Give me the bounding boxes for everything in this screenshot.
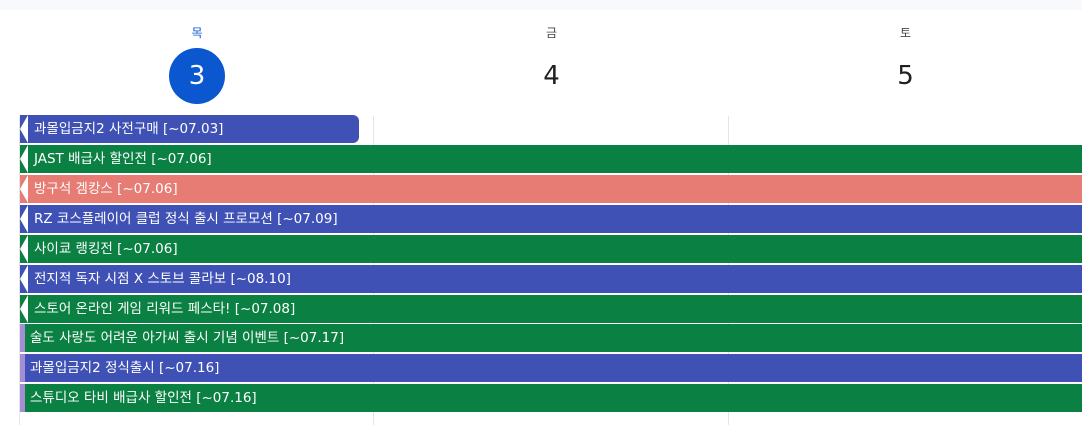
event-title: 과몰입금지2 정식출시 [~07.16] — [30, 360, 220, 376]
day-column-header-sat: 토 5 — [729, 10, 1082, 425]
event-chip[interactable]: RZ 코스플레이어 클럽 정식 출시 프로모션 [~07.09] — [20, 205, 1082, 233]
event-chip[interactable]: 스튜디오 타비 배급사 할인전 [~07.16] — [20, 384, 1082, 412]
day-of-week-label: 목 — [191, 26, 203, 40]
event-title: 스튜디오 타비 배급사 할인전 [~07.16] — [30, 390, 257, 406]
event-title: 전지적 독자 시점 X 스토브 콜라보 [~08.10] — [34, 271, 291, 287]
event-chip[interactable]: 방구석 겜캉스 [~07.06] — [20, 175, 1082, 203]
event-title: 과몰입금지2 사전구매 [~07.03] — [34, 121, 224, 137]
event-chip[interactable]: 술도 사랑도 어려운 아가씨 출시 기념 이벤트 [~07.17] — [20, 324, 1082, 352]
day-of-week-label: 토 — [899, 26, 912, 40]
date-number[interactable]: 5 — [897, 61, 914, 91]
date-number[interactable]: 4 — [543, 61, 560, 91]
event-title: 사이쿄 랭킹전 [~07.06] — [34, 241, 178, 257]
event-title: RZ 코스플레이어 클럽 정식 출시 프로모션 [~07.09] — [34, 211, 338, 227]
date-number-today[interactable]: 3 — [169, 48, 225, 104]
day-of-week-label: 금 — [545, 26, 558, 40]
event-chip[interactable]: 과몰입금지2 정식출시 [~07.16] — [20, 354, 1082, 382]
event-title: 스토어 온라인 게임 리워드 페스타! [~07.08] — [34, 301, 296, 317]
event-title: 술도 사랑도 어려운 아가씨 출시 기념 이벤트 [~07.17] — [30, 330, 345, 346]
event-chip[interactable]: 사이쿄 랭킹전 [~07.06] — [20, 235, 1082, 263]
column-divider — [19, 116, 20, 425]
event-chip[interactable]: 과몰입금지2 사전구매 [~07.03] — [20, 115, 359, 143]
event-chip[interactable]: JAST 배급사 할인전 [~07.06] — [20, 145, 1082, 173]
day-column-header-thu: 목 3 — [20, 10, 374, 425]
event-title: JAST 배급사 할인전 [~07.06] — [34, 151, 212, 167]
event-chip[interactable]: 스토어 온라인 게임 리워드 페스타! [~07.08] — [20, 295, 1082, 323]
event-title: 방구석 겜캉스 [~07.06] — [34, 181, 178, 197]
top-strip — [0, 0, 1082, 10]
day-column-header-fri: 금 4 — [374, 10, 729, 425]
event-chip[interactable]: 전지적 독자 시점 X 스토브 콜라보 [~08.10] — [20, 265, 1082, 293]
